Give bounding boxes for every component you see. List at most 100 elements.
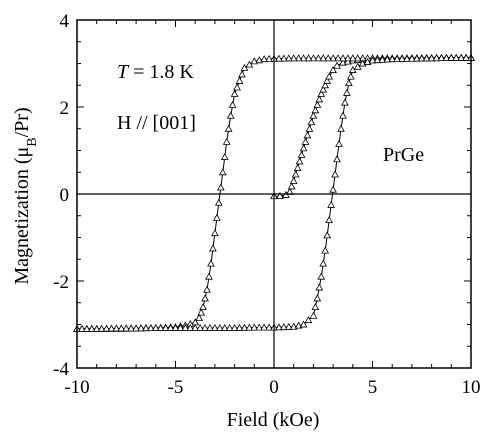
data-point — [422, 54, 431, 62]
data-point — [284, 54, 293, 62]
data-point — [112, 324, 121, 332]
data-point — [341, 98, 349, 106]
data-point — [203, 285, 211, 293]
data-point — [339, 111, 347, 119]
y-tick-label: 4 — [60, 11, 70, 32]
data-point — [122, 324, 131, 332]
data-point — [329, 66, 337, 73]
data-point — [82, 324, 91, 332]
data-point — [137, 324, 145, 332]
data-point — [452, 53, 461, 61]
data-point — [151, 323, 160, 331]
data-point — [196, 323, 205, 331]
field-direction-annotation: H // [001] — [117, 112, 196, 134]
data-point — [299, 144, 308, 152]
data-point — [238, 70, 246, 78]
data-point — [161, 323, 170, 331]
data-point — [319, 259, 328, 267]
data-point — [403, 54, 411, 62]
data-point — [166, 323, 175, 331]
data-point — [195, 313, 204, 321]
data-point — [315, 95, 324, 103]
temperature-symbol: T — [117, 61, 130, 83]
data-point — [255, 56, 264, 64]
data-point — [102, 324, 111, 332]
data-point — [333, 61, 341, 69]
data-point — [207, 259, 215, 267]
data-point — [156, 323, 165, 331]
data-point — [230, 89, 239, 97]
data-point — [462, 53, 470, 61]
y-tick-label: -4 — [53, 359, 69, 380]
data-point — [206, 323, 214, 331]
data-point — [294, 54, 303, 62]
data-point — [293, 163, 302, 171]
data-point — [321, 81, 330, 89]
sample-annotation: PrGe — [383, 144, 424, 166]
data-point — [373, 56, 382, 64]
data-point — [327, 200, 336, 208]
data-point — [344, 79, 353, 87]
data-point — [339, 54, 347, 62]
data-point — [301, 137, 310, 145]
data-point — [346, 72, 355, 80]
data-point — [325, 72, 334, 80]
data-point — [323, 231, 332, 239]
y-axis-title-sub: B — [25, 137, 40, 146]
x-tick-label: 5 — [368, 377, 378, 398]
data-point — [107, 324, 116, 332]
x-tick-label: 10 — [462, 377, 481, 398]
data-point — [240, 63, 249, 71]
data-point — [304, 54, 313, 62]
data-point — [275, 54, 283, 62]
data-point — [214, 198, 223, 206]
data-point — [228, 100, 237, 108]
data-point — [235, 76, 244, 84]
data-point — [245, 60, 254, 68]
data-point — [171, 323, 180, 331]
y-tick-label: 0 — [60, 185, 70, 206]
data-point — [275, 323, 283, 331]
data-point — [201, 323, 209, 331]
data-point — [331, 170, 339, 178]
data-point — [230, 323, 239, 331]
temperature-value: = 1.8 K — [128, 61, 194, 83]
data-point — [117, 324, 126, 332]
data-point — [276, 191, 284, 199]
data-point — [319, 85, 328, 93]
data-point — [442, 53, 451, 61]
data-point — [289, 54, 298, 62]
data-markers — [73, 53, 475, 332]
data-point — [222, 137, 231, 145]
data-point — [457, 53, 466, 61]
data-point — [181, 323, 190, 331]
data-point — [240, 323, 249, 331]
data-point — [378, 55, 387, 63]
data-point — [447, 53, 456, 61]
tick-marks — [76, 19, 472, 369]
y-axis-title-main: Magnetization ( — [11, 157, 33, 285]
data-point — [348, 54, 357, 62]
data-point — [299, 320, 308, 328]
data-point — [265, 54, 273, 62]
data-point — [343, 54, 352, 62]
data-point — [343, 88, 351, 96]
data-point — [334, 54, 342, 62]
data-point — [287, 182, 296, 190]
data-point — [220, 153, 229, 160]
data-point — [311, 303, 320, 311]
data-point — [311, 106, 320, 114]
y-tick-label: -2 — [53, 272, 69, 293]
data-point — [324, 54, 333, 62]
temperature-annotation: T = 1.8 K — [117, 61, 194, 83]
data-point — [87, 324, 96, 332]
data-point — [225, 323, 234, 331]
data-point — [92, 324, 101, 332]
x-tick-label: 0 — [269, 377, 279, 398]
x-tick-label: -10 — [64, 377, 89, 398]
data-point — [319, 54, 328, 62]
x-axis-title: Field (kOe) — [227, 409, 320, 431]
data-point — [317, 89, 326, 97]
data-point — [307, 118, 316, 126]
